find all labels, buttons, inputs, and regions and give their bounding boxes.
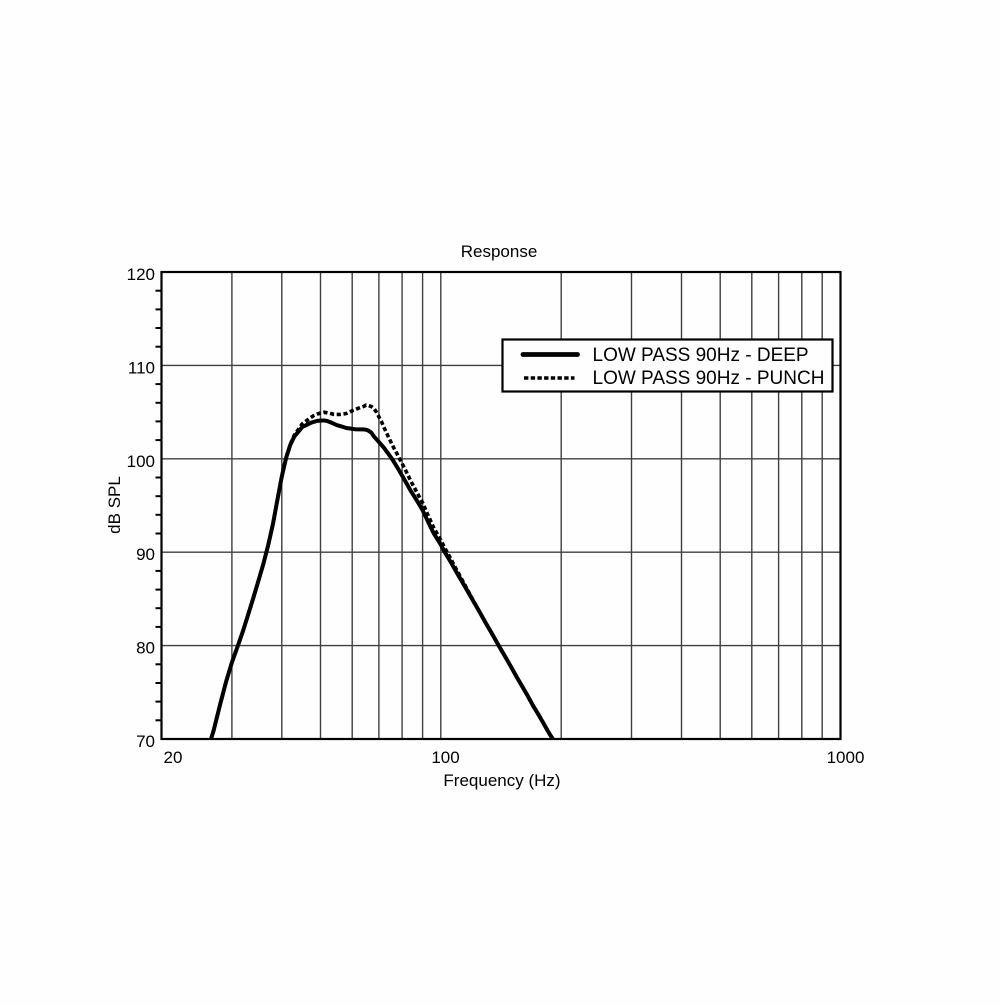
svg-text:100: 100 bbox=[431, 748, 459, 767]
svg-text:dB SPL: dB SPL bbox=[105, 476, 124, 534]
svg-text:1000: 1000 bbox=[827, 748, 865, 767]
svg-text:Frequency (Hz): Frequency (Hz) bbox=[443, 771, 560, 790]
svg-text:110: 110 bbox=[128, 358, 155, 377]
svg-text:Response: Response bbox=[461, 242, 538, 261]
svg-text:120: 120 bbox=[127, 265, 155, 284]
svg-text:80: 80 bbox=[136, 639, 155, 658]
svg-text:LOW PASS 90Hz - DEEP: LOW PASS 90Hz - DEEP bbox=[593, 345, 809, 366]
svg-text:90: 90 bbox=[136, 545, 155, 564]
svg-text:20: 20 bbox=[164, 748, 183, 767]
svg-text:LOW PASS 90Hz - PUNCH: LOW PASS 90Hz - PUNCH bbox=[593, 368, 825, 389]
svg-text:100: 100 bbox=[127, 452, 155, 471]
svg-text:70: 70 bbox=[136, 732, 155, 751]
